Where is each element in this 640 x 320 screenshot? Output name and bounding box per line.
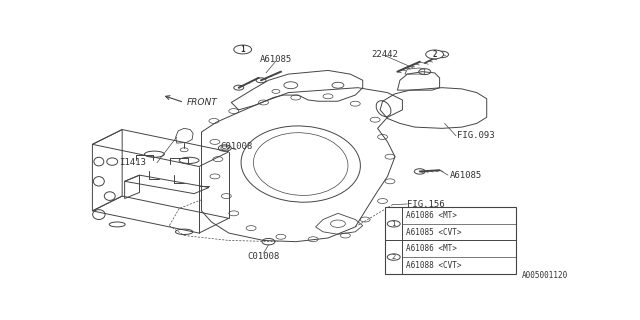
Text: 1: 1 — [392, 221, 396, 227]
Text: FRONT: FRONT — [187, 98, 218, 107]
Text: FIG.156: FIG.156 — [408, 200, 445, 209]
Text: A61085: A61085 — [449, 171, 482, 180]
Circle shape — [426, 50, 444, 59]
Text: C01008: C01008 — [248, 252, 280, 261]
Text: A005001120: A005001120 — [522, 271, 568, 280]
Text: A61086 <MT>: A61086 <MT> — [406, 211, 457, 220]
Text: FIG.093: FIG.093 — [457, 131, 495, 140]
Text: A61086 <MT>: A61086 <MT> — [406, 244, 457, 253]
Bar — [385, 207, 516, 274]
Text: A61088 <CVT>: A61088 <CVT> — [406, 261, 462, 270]
Text: 2: 2 — [392, 254, 396, 260]
Circle shape — [387, 254, 400, 260]
Text: 22442: 22442 — [372, 50, 399, 59]
Text: 1: 1 — [241, 45, 245, 54]
Circle shape — [234, 45, 252, 54]
Text: 2: 2 — [433, 50, 437, 59]
Text: C01008: C01008 — [220, 142, 252, 151]
Text: A61085: A61085 — [260, 55, 292, 64]
Text: A61085 <CVT>: A61085 <CVT> — [406, 228, 462, 236]
Circle shape — [387, 220, 400, 227]
Text: I1413: I1413 — [118, 158, 145, 167]
